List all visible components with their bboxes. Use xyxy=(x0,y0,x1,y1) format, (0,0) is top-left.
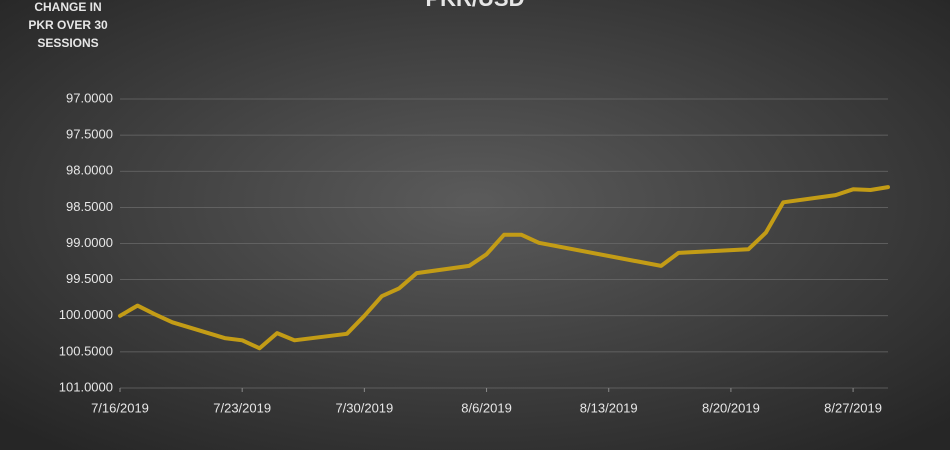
y-tick-label: 97.5000 xyxy=(66,127,113,142)
chart-title: PKR/USD xyxy=(425,0,524,11)
x-tick-label: 8/6/2019 xyxy=(461,400,512,415)
y-axis-title: CHANGE IN xyxy=(34,0,101,14)
y-tick-label: 100.5000 xyxy=(59,343,113,358)
x-tick-label: 8/27/2019 xyxy=(824,400,882,415)
y-tick-label: 100.0000 xyxy=(59,307,113,322)
x-tick-label: 7/23/2019 xyxy=(213,400,271,415)
y-tick-label: 98.0000 xyxy=(66,163,113,178)
y-tick-label: 97.0000 xyxy=(66,90,113,105)
y-tick-label: 99.5000 xyxy=(66,271,113,286)
x-tick-label: 8/13/2019 xyxy=(580,400,638,415)
y-axis-title: PKR OVER 30 xyxy=(28,18,108,32)
y-axis-title: SESSIONS xyxy=(37,36,98,50)
y-tick-label: 99.0000 xyxy=(66,235,113,250)
x-tick-label: 8/20/2019 xyxy=(702,400,760,415)
x-tick-label: 7/16/2019 xyxy=(91,400,149,415)
x-tick-label: 7/30/2019 xyxy=(335,400,393,415)
y-tick-label: 98.5000 xyxy=(66,199,113,214)
y-tick-label: 101.0000 xyxy=(59,379,113,394)
data-line xyxy=(118,185,890,351)
